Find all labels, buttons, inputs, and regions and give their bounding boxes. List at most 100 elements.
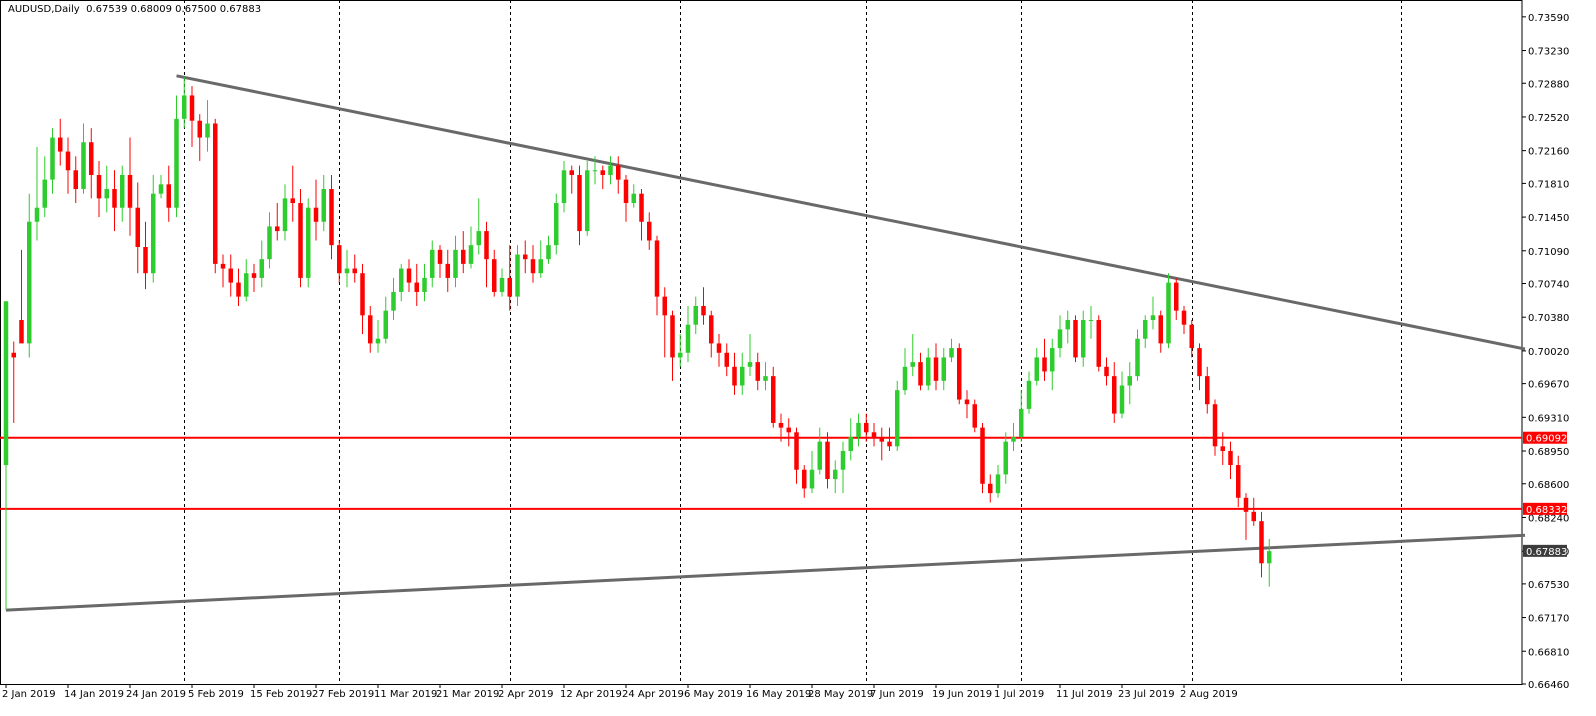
bear-candle <box>58 118 63 166</box>
candle-body <box>670 315 675 358</box>
bull-candle <box>375 320 381 353</box>
bear-candle <box>213 118 218 274</box>
candle-body <box>802 469 807 489</box>
bull-candle <box>1057 315 1063 358</box>
bull-candle <box>27 193 32 358</box>
price-axis: 0.73590 0.73230 0.72880 0.72520 0.72160 0.718… <box>1522 13 1569 691</box>
candle-body <box>678 352 683 358</box>
bull-candle <box>306 198 311 288</box>
bull-candle <box>104 165 109 213</box>
candle-body <box>1119 385 1125 414</box>
y-tick-label: 0.71090 <box>1528 247 1569 258</box>
candle-body <box>778 422 784 428</box>
candle-body <box>647 221 652 241</box>
y-tick-label: 0.70740 <box>1528 280 1569 291</box>
candle-body <box>492 259 497 292</box>
candle-body <box>1042 357 1047 372</box>
bull-candle <box>631 184 636 208</box>
candle-body <box>507 277 512 297</box>
x-tick-label: 11 Mar 2019 <box>374 689 437 700</box>
bull-candle <box>499 268 505 297</box>
bear-candle <box>329 174 334 260</box>
candle-body <box>1267 551 1272 564</box>
candle-body <box>73 170 78 190</box>
candle-body <box>523 254 528 260</box>
candle-body <box>1143 320 1148 339</box>
y-tick-label: 0.70020 <box>1528 347 1569 358</box>
bear-candle <box>1228 441 1233 480</box>
candle-body <box>1243 497 1249 512</box>
level-price-tag: 0.68332 <box>1526 505 1567 516</box>
bull-candle <box>561 160 567 213</box>
bear-candle <box>654 235 660 316</box>
bull-candle <box>693 296 698 335</box>
candle-body <box>941 357 946 381</box>
bull-candle <box>848 418 853 461</box>
candle-body <box>957 348 962 400</box>
bull-candle <box>895 380 900 452</box>
close-value: 0.67883 <box>219 4 262 15</box>
bear-candle <box>313 179 319 241</box>
y-tick-label: 0.68950 <box>1528 447 1569 458</box>
bull-candle <box>1267 538 1272 587</box>
bull-candle <box>383 296 388 344</box>
candle-body <box>189 95 195 121</box>
candle-body <box>1019 408 1024 437</box>
bear-candle <box>887 427 892 452</box>
bear-candle <box>988 474 993 503</box>
candle-body <box>1166 282 1171 344</box>
bear-candle <box>933 343 939 391</box>
y-tick-label: 0.71810 <box>1528 179 1569 190</box>
candle-body <box>267 226 272 260</box>
candle-body <box>1150 315 1156 321</box>
candle-body <box>926 357 931 386</box>
bear-candle <box>1096 315 1101 372</box>
bull-candle <box>151 174 156 283</box>
candle-body <box>476 231 481 246</box>
bull-candle <box>809 451 815 494</box>
candle-body <box>151 193 156 274</box>
candle-body <box>313 207 319 222</box>
bull-candle <box>244 259 249 302</box>
bear-candle <box>623 174 629 222</box>
bear-candle <box>530 245 536 283</box>
bull-candle <box>1019 390 1024 442</box>
bull-candle <box>267 212 272 269</box>
bull-candle <box>399 263 404 302</box>
candle-body <box>1189 324 1194 349</box>
bull-candle <box>608 156 613 185</box>
candle-body <box>1081 320 1086 358</box>
candle-body <box>414 282 419 292</box>
candle-body <box>995 474 1001 494</box>
x-tick-label: 5 Feb 2019 <box>188 689 244 700</box>
bear-candle <box>802 465 807 498</box>
candle-body <box>1236 465 1241 498</box>
bear-candle <box>1212 399 1218 456</box>
bull-candle <box>321 174 326 232</box>
x-tick-label: 1 Jul 2019 <box>994 689 1044 700</box>
bear-candle <box>236 268 241 306</box>
bull-candle <box>174 95 179 218</box>
candle-body <box>771 376 776 423</box>
candle-body <box>352 268 357 274</box>
candle-body <box>290 198 295 204</box>
candle-body <box>453 249 458 278</box>
y-tick-label: 0.72160 <box>1528 147 1569 158</box>
bull-candle <box>910 334 915 377</box>
candle-body <box>871 432 877 437</box>
candle-body <box>1135 338 1140 377</box>
candle-body <box>856 422 861 437</box>
candle-body <box>988 483 993 494</box>
candle-body <box>755 362 760 381</box>
bull-candle <box>856 413 861 447</box>
bull-candle <box>34 146 40 241</box>
bear-candle <box>1205 366 1210 414</box>
candle-body <box>11 352 16 358</box>
bull-candle <box>763 362 768 391</box>
x-tick-label: 23 Jul 2019 <box>1118 689 1175 700</box>
bull-candle <box>592 156 598 185</box>
x-tick-label: 2 Jan 2019 <box>2 689 56 700</box>
candle-body <box>1197 348 1202 377</box>
candle-body <box>701 305 706 316</box>
